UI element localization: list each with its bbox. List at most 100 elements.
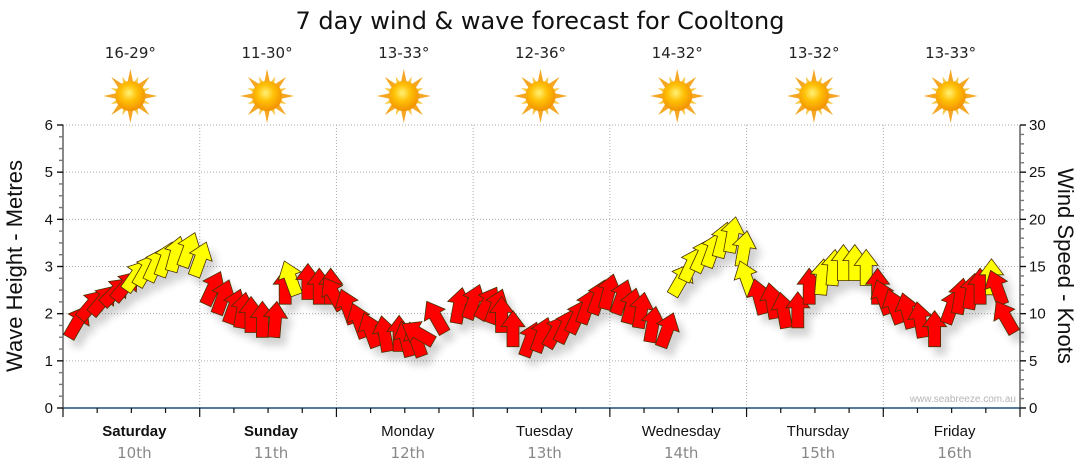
sun-ray: [103, 92, 119, 100]
wind-arrow: [262, 300, 289, 339]
sun-ray: [825, 92, 841, 100]
day-name: Thursday: [787, 423, 850, 440]
day-label: Tuesday 13th: [516, 423, 573, 462]
right-tick-label: 25: [1029, 164, 1046, 181]
day-date: 15th: [801, 444, 835, 462]
axes: 0 1 2 3 4 5 6 0 5 10 15 20 25 30: [45, 117, 1046, 417]
temperature-range: 14-32°: [652, 44, 703, 62]
wind-arrow: [210, 279, 236, 317]
day-name: Wednesday: [642, 423, 721, 440]
right-tick-label: 5: [1029, 353, 1037, 370]
sun-icon: [103, 69, 158, 123]
sun-ray: [513, 92, 529, 100]
day-weather: 12-36°: [513, 44, 568, 123]
sun-ray: [947, 108, 954, 123]
wind-arrow: [401, 321, 437, 348]
day-weather: 13-32°: [786, 44, 841, 123]
day-date: 13th: [527, 444, 561, 462]
sun-ray: [127, 108, 134, 123]
left-axis-label: Wave Height - Metres: [2, 160, 27, 372]
sun-ray: [376, 92, 392, 100]
temperature-range: 13-32°: [788, 44, 839, 62]
day-weather: 13-33°: [376, 44, 431, 123]
day-name: Sunday: [244, 423, 299, 440]
day-label: Sunday 11th: [244, 423, 299, 462]
sun-icon: [513, 69, 568, 123]
sun-ray: [674, 108, 681, 123]
sun-disc: [525, 81, 556, 111]
wind-arrow-series: [62, 216, 1021, 359]
wind-arrow: [277, 260, 303, 298]
wind-arrow: [176, 232, 202, 270]
day-date: 11th: [254, 444, 288, 462]
day-name: Tuesday: [516, 423, 573, 440]
day-label: Monday 12th: [381, 423, 435, 462]
day-date: 12th: [391, 444, 425, 462]
left-tick-label: 5: [45, 164, 53, 181]
sun-disc: [798, 81, 829, 111]
wind-arrow: [796, 267, 823, 305]
wind-arrow: [654, 312, 680, 350]
temperature-range: 16-29°: [105, 44, 156, 62]
sun-disc: [935, 81, 966, 111]
day-date: 16th: [937, 444, 971, 462]
sun-icon: [786, 69, 841, 123]
temperature-range: 11-30°: [242, 44, 293, 62]
sun-ray: [810, 69, 818, 84]
sun-icon: [650, 69, 705, 123]
day-name: Monday: [381, 423, 435, 440]
wind-arrow: [199, 270, 226, 308]
sun-ray: [127, 69, 134, 84]
chart-title: 7 day wind & wave forecast for Cooltong: [296, 7, 785, 35]
wind-arrow: [500, 310, 526, 348]
right-tick-label: 20: [1029, 211, 1046, 228]
temperature-range: 13-33°: [925, 44, 976, 62]
left-tick-label: 4: [45, 211, 53, 228]
wind-arrow: [529, 316, 555, 354]
sun-ray: [263, 69, 271, 84]
gridlines: [63, 124, 1020, 408]
sun-ray: [962, 92, 978, 100]
day-label: Friday 16th: [934, 423, 976, 462]
sun-ray: [674, 69, 681, 84]
day-weather: 13-33°: [923, 44, 978, 123]
day-labels: Saturday 10th Sunday 11th Monday 12th Tuesday 1…: [102, 423, 976, 462]
day-label: Saturday 10th: [102, 423, 167, 462]
right-tick-label: 10: [1029, 306, 1046, 323]
watermark: www.seabreeze.com.au: [909, 394, 1016, 405]
sun-disc: [115, 81, 146, 111]
sun-ray: [537, 69, 544, 84]
sun-ray: [552, 92, 568, 100]
wind-arrow: [609, 279, 635, 317]
sun-disc: [252, 81, 283, 111]
wind-arrow: [423, 300, 451, 337]
sun-ray: [689, 92, 705, 100]
wind-arrow: [984, 269, 1010, 307]
wind-arrow: [187, 241, 213, 279]
day-date: 10th: [117, 444, 151, 462]
temperature-range: 13-33°: [378, 44, 429, 62]
right-tick-label: 30: [1029, 117, 1046, 134]
left-tick-label: 1: [45, 353, 53, 370]
day-label: Thursday 15th: [787, 423, 850, 462]
wind-arrow: [731, 230, 757, 269]
left-tick-label: 2: [45, 306, 53, 323]
sun-ray: [537, 108, 544, 123]
sun-ray: [400, 108, 407, 123]
sun-icon: [923, 69, 978, 123]
wind-arrow: [720, 216, 746, 254]
temperature-range: 12-36°: [515, 44, 566, 62]
sun-ray: [650, 92, 666, 100]
sun-ray: [142, 92, 158, 100]
sun-disc: [388, 81, 419, 111]
sun-ray: [810, 108, 818, 123]
wind-arrow: [640, 305, 666, 344]
sun-ray: [240, 92, 256, 100]
left-tick-label: 3: [45, 259, 53, 276]
sun-ray: [786, 92, 802, 100]
right-tick-label: 0: [1029, 400, 1037, 417]
day-label: Wednesday 14th: [642, 423, 721, 462]
sun-icon: [240, 69, 295, 123]
sun-ray: [923, 92, 939, 100]
day-date: 14th: [664, 444, 698, 462]
